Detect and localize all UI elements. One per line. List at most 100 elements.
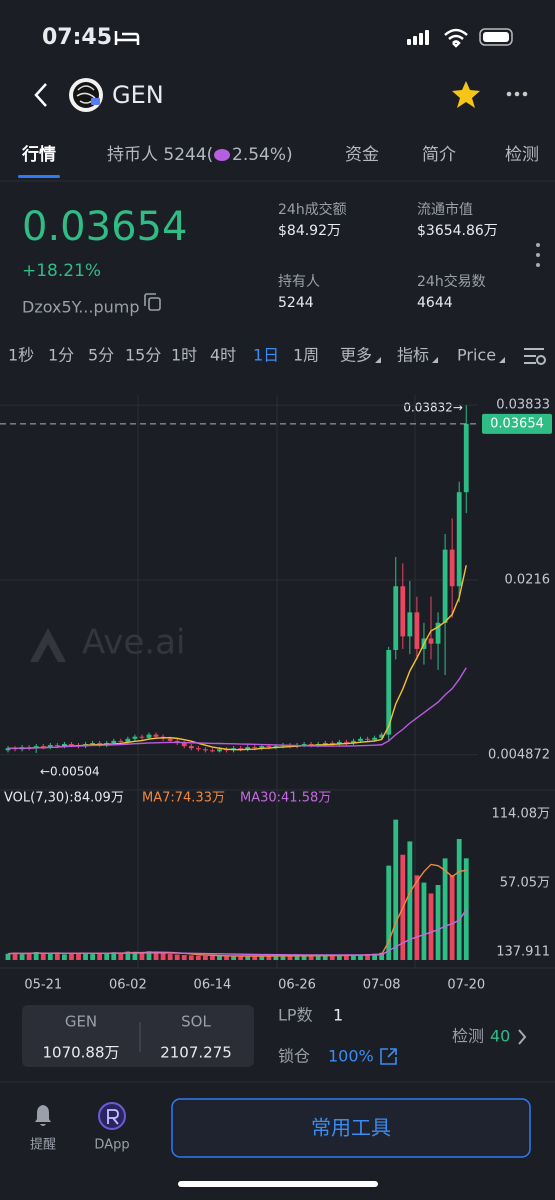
interval[interactable]: 1周 [293,346,319,365]
tools-button[interactable] [171,1098,531,1158]
interval[interactable]: 5分 [88,346,114,365]
tab-underline [18,175,60,178]
interval[interactable]: 1秒 [8,346,34,365]
volume-bar [421,882,427,960]
indicator-menu[interactable]: 指标 [397,346,429,365]
volume-bar [181,955,187,960]
volume-bar [19,954,25,960]
candle-body [463,423,469,493]
candle-body [188,746,194,749]
holder-icon [214,149,230,161]
token-badge [91,98,100,105]
chart-frame [0,395,555,969]
more-button[interactable] [506,91,528,97]
interval[interactable]: 4时 [210,346,236,365]
favorite-star[interactable] [452,81,480,108]
volume-bar [33,952,39,960]
stat-value: $3654.86万 [417,223,498,239]
price-menu[interactable]: Price [457,346,496,365]
volume-bar [146,951,152,960]
tab[interactable]: 行情 [21,144,56,165]
current-price-label: 0.03654 [490,416,544,431]
volume-bar [294,955,300,960]
external-link-icon[interactable] [380,1048,397,1065]
tools-button-label[interactable]: 常用工具 [311,1116,391,1140]
volume-bar [153,952,159,960]
candle-body [153,734,159,737]
sleep-icon [114,31,140,45]
chart-settings[interactable] [524,348,546,365]
copy-button[interactable] [144,293,161,311]
volume-legend: MA30:41.58万 [240,791,331,806]
candle-body [54,745,60,747]
alert-icon[interactable] [35,1105,51,1126]
pool-base: GEN [65,1013,97,1031]
candle-body [203,749,208,751]
candle-body [428,638,434,644]
ma-line [8,667,467,749]
volume-bar [224,956,229,960]
volume-bar [217,955,222,960]
volume-bar [125,951,131,960]
volume-bar [435,885,441,960]
volume-bar [167,954,173,960]
candle-body [379,734,385,738]
candle-body [195,748,201,750]
x-tick-label: 07-08 [363,978,401,993]
check-value[interactable]: 40 [490,1027,510,1046]
chevron [518,1029,527,1045]
tab[interactable]: 检测 [505,145,539,165]
volume-bar [104,953,110,960]
volume-bar [301,955,307,960]
lp-value: 1 [333,1006,343,1025]
price-change: +18.21% [22,261,101,281]
y-tick-label: 137.911 [496,944,550,959]
max-annotation: 0.03832→ [403,401,463,415]
candle-body [365,738,370,740]
volume-bar [329,955,335,960]
tab[interactable]: 持币人 5244( [107,145,213,165]
candle-body [167,738,173,741]
current-price-tag [482,413,552,434]
interval-more[interactable]: 更多 [340,346,372,365]
candle-body [308,744,314,746]
stats-menu[interactable] [536,243,540,267]
volume-bar [379,952,385,960]
volume-bar [195,955,201,960]
candle-body [449,549,455,587]
volume-bar [83,952,88,960]
interval[interactable]: 1时 [171,346,197,365]
x-tick-label: 06-26 [278,978,316,993]
check-label[interactable]: 检测 [452,1027,484,1046]
lock-label: 锁仓 [278,1047,310,1066]
volume-bar [12,952,18,960]
back-button[interactable] [34,83,47,107]
nav-label[interactable]: 提醒 [30,1137,56,1153]
volume-bar [365,954,370,960]
volume-bar [252,955,258,960]
dapp-icon[interactable] [98,1102,126,1130]
stat-label: 持有人 [278,274,320,290]
candle-body [62,744,67,747]
candle-body [69,744,74,746]
volume-bar [188,955,194,960]
tab[interactable]: 资金 [345,145,379,165]
token-symbol: GEN [112,81,164,109]
interval-active[interactable]: 1日 [253,346,279,365]
volume-bar [132,951,138,960]
candle-body [414,612,420,649]
dropdown-arrow [432,357,438,363]
volume-bar [407,841,413,960]
tab[interactable]: 简介 [422,145,456,165]
candle-body [407,612,413,637]
volume-bar [280,956,286,960]
interval[interactable]: 1分 [48,346,74,365]
volume-bar [160,953,166,960]
pool-quote: SOL [181,1013,211,1031]
candle-body [238,748,244,750]
stat-label: 流通市值 [417,201,473,218]
nav-label[interactable]: DApp [94,1138,129,1153]
lock-value[interactable]: 100% [328,1047,374,1066]
interval[interactable]: 15分 [125,346,161,365]
